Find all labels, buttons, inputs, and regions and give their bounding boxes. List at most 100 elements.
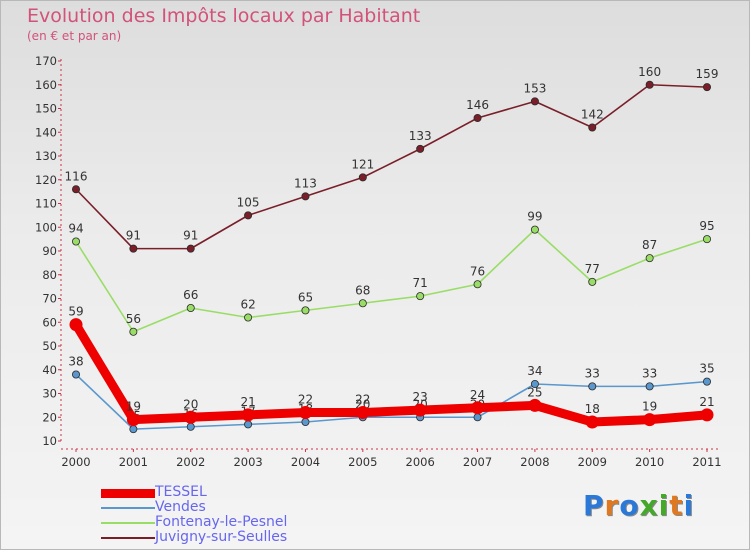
x-tick-label: 2002 [176, 455, 205, 469]
data-label-fontenay-le-pesnel: 76 [470, 264, 485, 278]
legend-swatch [101, 489, 155, 498]
data-point-fontenay-le-pesnel [302, 307, 309, 314]
data-point-juvigny-sur-seulles [646, 81, 653, 88]
data-label-fontenay-le-pesnel: 66 [183, 288, 198, 302]
data-label-tessel: 21 [699, 395, 714, 409]
data-label-tessel: 22 [355, 393, 370, 407]
x-tick-label: 2008 [520, 455, 549, 469]
y-tick-label: 50 [42, 339, 57, 353]
y-tick-label: 30 [42, 387, 57, 401]
data-point-fontenay-le-pesnel [72, 238, 79, 245]
data-point-tessel [643, 413, 656, 426]
y-tick-label: 80 [42, 268, 57, 282]
data-label-tessel: 59 [68, 305, 83, 319]
data-label-juvigny-sur-seulles: 142 [581, 108, 604, 122]
brand-letter: t [669, 489, 683, 522]
legend-label: Fontenay-le-Pesnel [155, 514, 287, 530]
data-point-tessel [242, 408, 255, 421]
data-point-juvigny-sur-seulles [703, 84, 710, 91]
legend-label: Vendes [155, 499, 206, 515]
data-point-juvigny-sur-seulles [187, 245, 194, 252]
chart-frame: Evolution des Impôts locaux par Habitant… [0, 0, 750, 550]
data-label-tessel: 25 [527, 385, 542, 399]
data-point-fontenay-le-pesnel [244, 314, 251, 321]
data-label-juvigny-sur-seulles: 133 [409, 129, 432, 143]
data-point-tessel [127, 413, 140, 426]
data-point-vendes [646, 383, 653, 390]
data-point-vendes [187, 423, 194, 430]
proxiti-logo: Proxiti [583, 489, 694, 522]
x-tick-label: 2000 [61, 455, 90, 469]
series-line-juvigny-sur-seulles [76, 85, 707, 249]
data-label-fontenay-le-pesnel: 68 [355, 283, 370, 297]
data-label-tessel: 22 [298, 393, 313, 407]
legend-label: Juvigny-sur-Seulles [155, 529, 287, 545]
data-point-juvigny-sur-seulles [72, 186, 79, 193]
x-tick-label: 2010 [635, 455, 664, 469]
data-label-juvigny-sur-seulles: 159 [696, 67, 719, 81]
data-label-fontenay-le-pesnel: 71 [413, 276, 428, 290]
data-point-juvigny-sur-seulles [244, 212, 251, 219]
data-point-vendes [703, 378, 710, 385]
y-tick-label: 60 [42, 315, 57, 329]
data-point-vendes [130, 426, 137, 433]
data-point-fontenay-le-pesnel [130, 328, 137, 335]
data-point-juvigny-sur-seulles [417, 145, 424, 152]
data-point-tessel [586, 416, 599, 429]
data-label-juvigny-sur-seulles: 121 [351, 157, 374, 171]
data-point-fontenay-le-pesnel [589, 278, 596, 285]
legend-swatch [101, 507, 155, 509]
data-point-juvigny-sur-seulles [359, 174, 366, 181]
data-point-juvigny-sur-seulles [531, 98, 538, 105]
brand-letter: o [619, 489, 639, 522]
data-label-vendes: 34 [527, 364, 542, 378]
data-point-fontenay-le-pesnel [359, 300, 366, 307]
data-point-fontenay-le-pesnel [187, 304, 194, 311]
brand-letter: x [640, 489, 659, 522]
line-chart: 10 20 30 40 50 60 70 80 90 100 110 120 130 140 150 160 1… [1, 1, 750, 481]
y-tick-label: 140 [35, 125, 57, 139]
brand-letter: i [659, 489, 670, 522]
brand-letter: r [605, 489, 620, 522]
y-tick-label: 20 [42, 410, 57, 424]
y-tick-label: 70 [42, 292, 57, 306]
x-tick-label: 2004 [291, 455, 320, 469]
data-label-tessel: 24 [470, 388, 485, 402]
data-label-tessel: 19 [642, 400, 657, 414]
data-label-vendes: 33 [585, 366, 600, 380]
data-point-vendes [589, 383, 596, 390]
y-tick-label: 40 [42, 363, 57, 377]
y-tick-label: 170 [35, 54, 57, 68]
data-point-fontenay-le-pesnel [417, 293, 424, 300]
data-label-tessel: 21 [240, 395, 255, 409]
x-tick-label: 2006 [406, 455, 435, 469]
data-label-juvigny-sur-seulles: 146 [466, 98, 489, 112]
data-label-tessel: 18 [585, 402, 600, 416]
data-label-tessel: 19 [126, 400, 141, 414]
data-label-fontenay-le-pesnel: 62 [240, 298, 255, 312]
data-label-fontenay-le-pesnel: 65 [298, 290, 313, 304]
data-point-juvigny-sur-seulles [474, 114, 481, 121]
data-label-fontenay-le-pesnel: 56 [126, 312, 141, 326]
data-label-fontenay-le-pesnel: 77 [585, 262, 600, 276]
data-point-tessel [184, 411, 197, 424]
data-point-fontenay-le-pesnel [703, 236, 710, 243]
data-label-tessel: 20 [183, 397, 198, 411]
series-line-fontenay-le-pesnel [76, 230, 707, 332]
brand-letter: i [684, 489, 695, 522]
data-label-juvigny-sur-seulles: 116 [65, 169, 88, 183]
data-point-tessel [701, 408, 714, 421]
data-label-juvigny-sur-seulles: 160 [638, 65, 661, 79]
legend-swatch [101, 537, 155, 539]
data-point-tessel [528, 399, 541, 412]
x-tick-label: 2011 [692, 455, 721, 469]
brand-letter: P [583, 489, 605, 522]
data-point-fontenay-le-pesnel [646, 255, 653, 262]
data-point-tessel [471, 401, 484, 414]
x-tick-label: 2001 [119, 455, 148, 469]
y-tick-label: 120 [35, 173, 57, 187]
data-label-juvigny-sur-seulles: 113 [294, 176, 317, 190]
y-tick-label: 110 [35, 197, 57, 211]
y-tick-label: 90 [42, 244, 57, 258]
data-point-tessel [299, 406, 312, 419]
